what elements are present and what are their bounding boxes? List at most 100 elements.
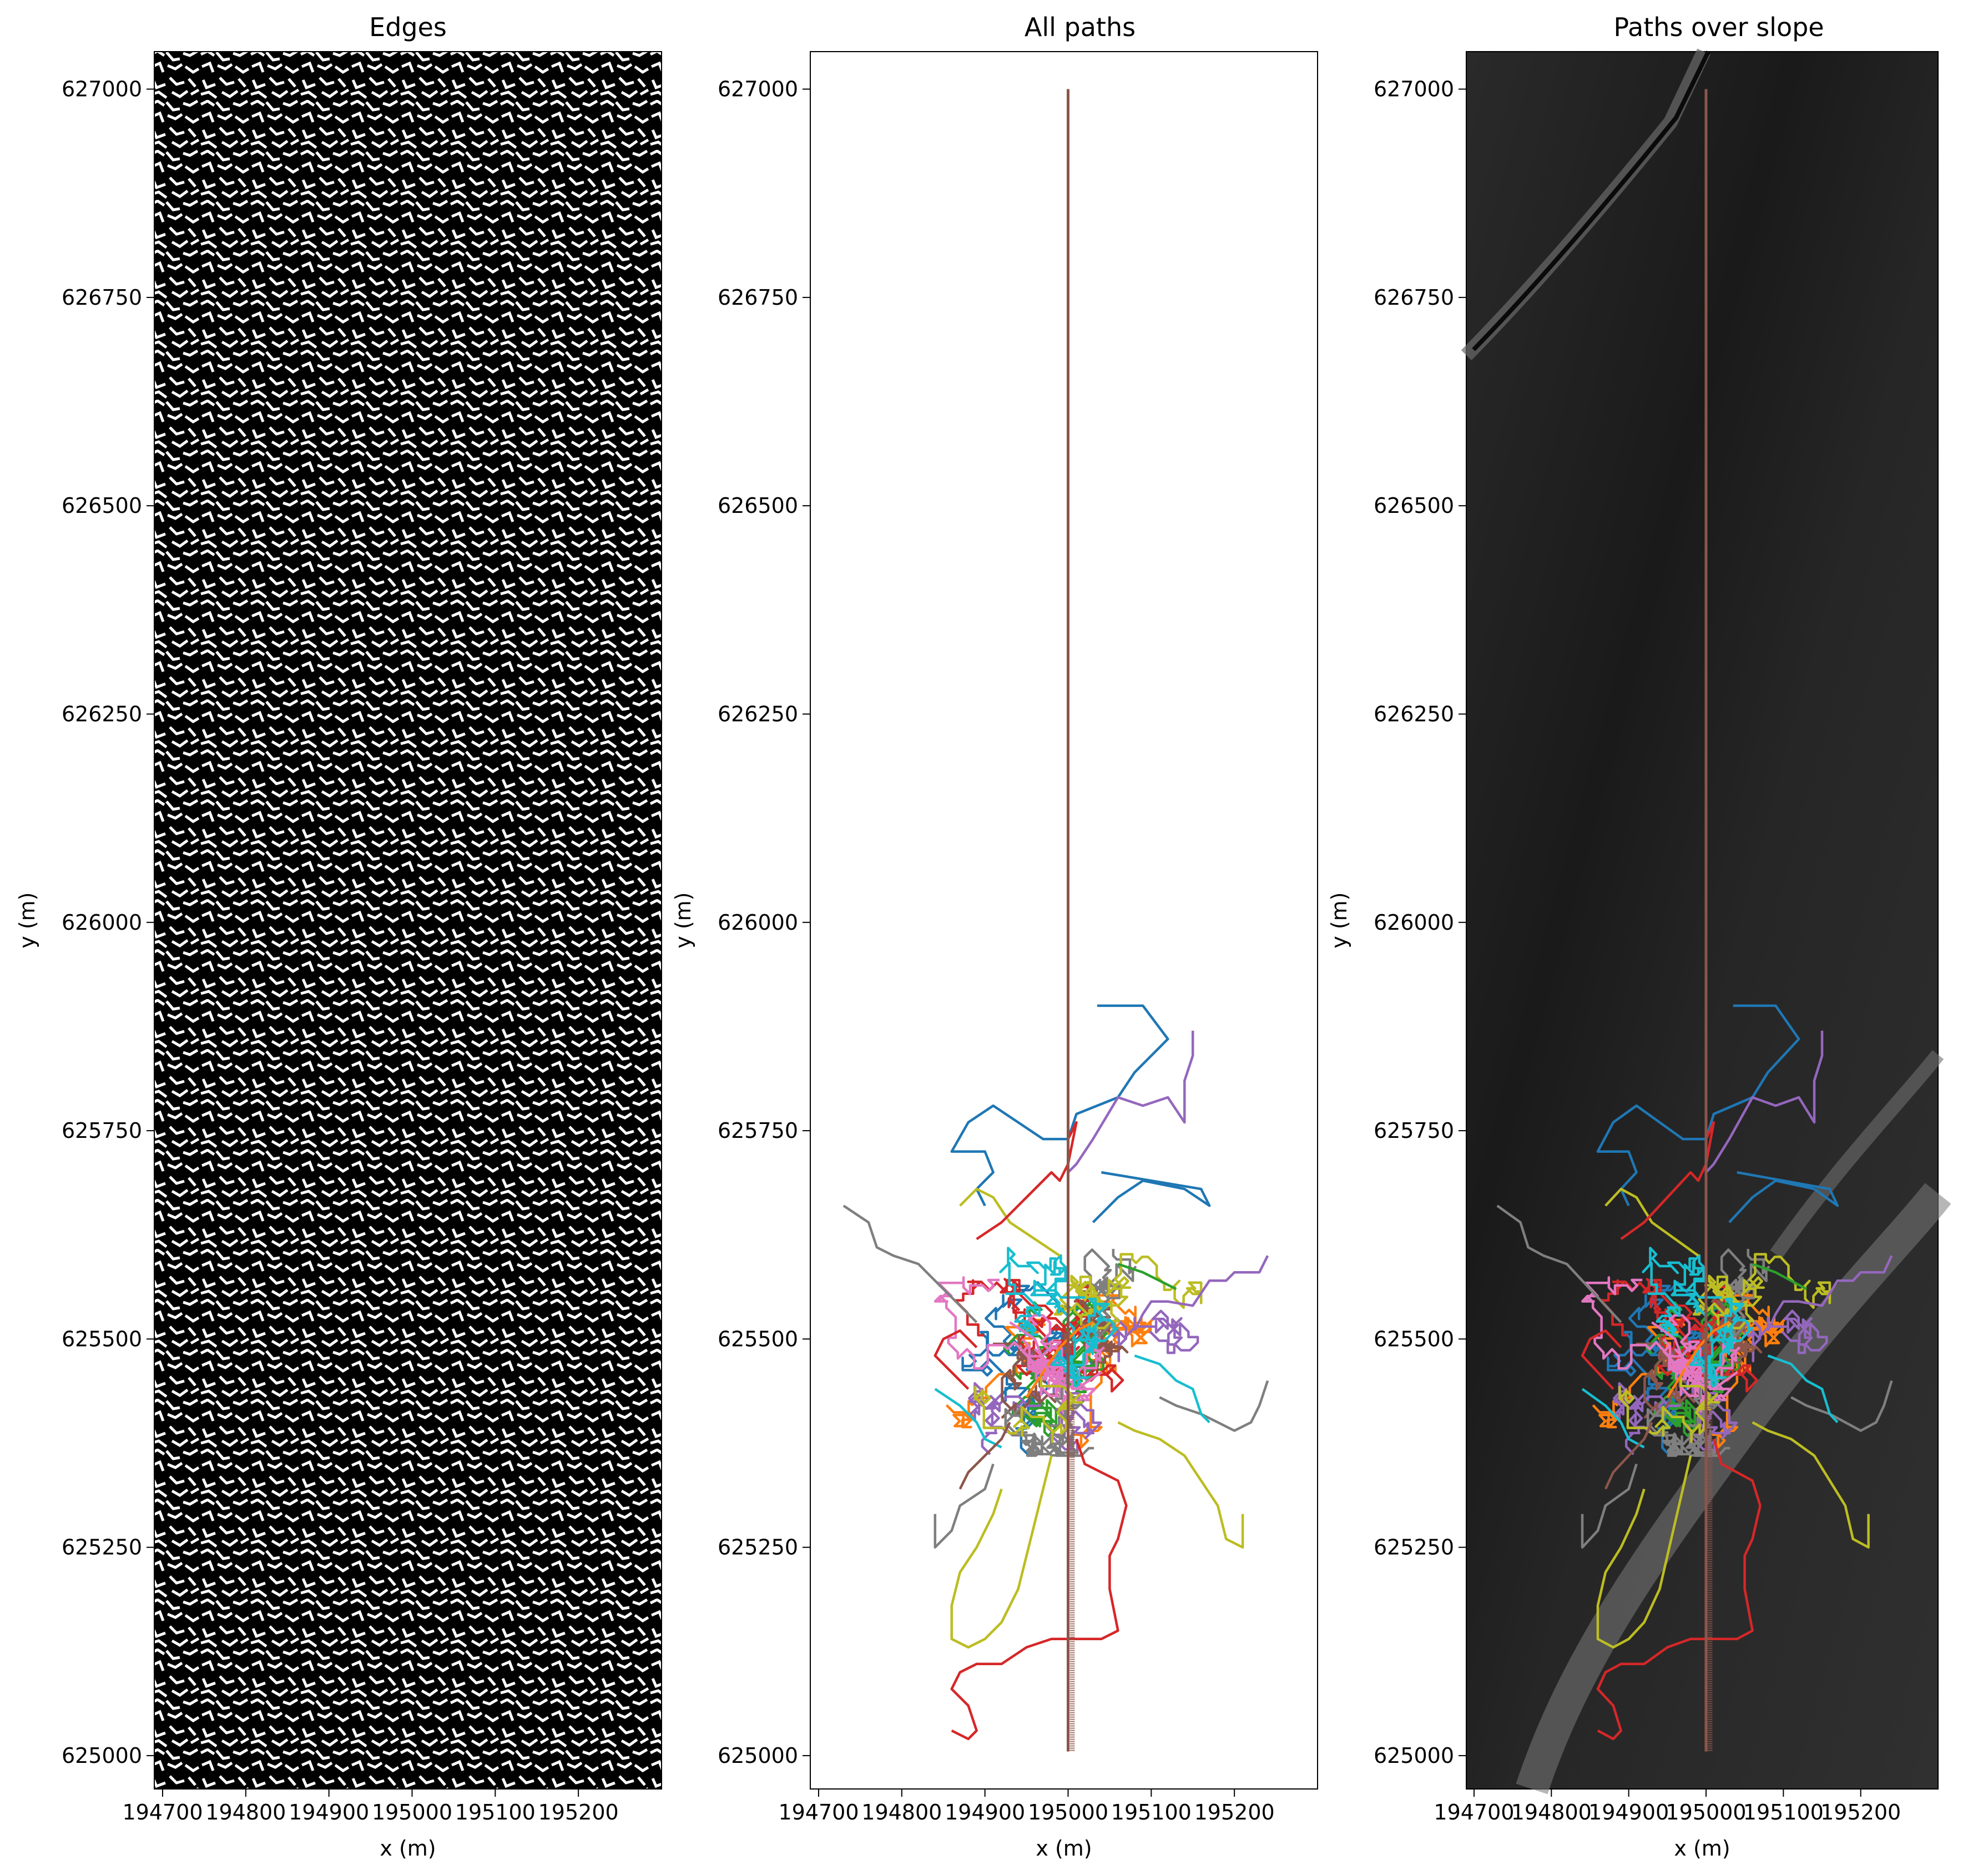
path-line <box>1581 1463 1638 1549</box>
path-line <box>1767 1255 1893 1332</box>
path-cluster-line <box>1689 1303 1742 1390</box>
xticks-all-paths: 194700 194800 194900 195000 195100 195200 <box>778 1789 1275 1824</box>
path-cluster-line <box>1003 1333 1058 1438</box>
xtick-label: 194900 <box>289 1800 369 1824</box>
path-line <box>1117 1421 1244 1549</box>
path-line <box>1134 1354 1210 1424</box>
ylabel-all-paths: y (m) <box>671 892 695 948</box>
path-line <box>1604 1187 1699 1257</box>
xtick-label: 194800 <box>205 1800 286 1824</box>
path-line <box>1581 1388 1645 1449</box>
plot-area-all-paths <box>810 51 1318 1790</box>
path-line <box>1159 1380 1269 1432</box>
xtick-label: 195100 <box>1111 1800 1192 1824</box>
ytick-label: 625000 <box>1374 1743 1454 1768</box>
ytick-label: 625000 <box>62 1743 142 1768</box>
slope-band-upper-right <box>1770 1050 1944 1259</box>
ytick-label: 625500 <box>718 1327 798 1351</box>
ytick-label: 626250 <box>718 702 798 726</box>
path-line <box>1604 1422 1653 1490</box>
path-cluster-line <box>1089 1309 1199 1363</box>
xtick-label: 195100 <box>455 1800 536 1824</box>
yticks-paths-over-slope: 625000 625250 625500 625750 626000 626250 6265… <box>1374 77 1466 1768</box>
path-line <box>842 1204 978 1323</box>
path-line <box>934 1329 978 1390</box>
ytick-label: 626000 <box>62 910 142 935</box>
path-line <box>1705 1030 1824 1173</box>
ytick-label: 626250 <box>1374 702 1454 726</box>
path-cluster-line <box>1607 1294 1669 1402</box>
path-line <box>1009 1321 1102 1390</box>
ytick-label: 625250 <box>1374 1535 1454 1560</box>
xtick-label: 194700 <box>1434 1800 1514 1824</box>
ytick-label: 626250 <box>62 702 142 726</box>
ylabel-edges: y (m) <box>15 892 39 948</box>
path-line <box>1728 1171 1839 1223</box>
ytick-label: 625750 <box>1374 1118 1454 1143</box>
yticks-all-paths: 625000 625250 625500 625750 626000 626250 6265… <box>718 77 810 1768</box>
ytick-label: 626750 <box>1374 285 1454 310</box>
panel-all-paths: All paths 625000 625250 625500 625750 626000… <box>671 12 1318 1861</box>
xtick-label: 195000 <box>1028 1800 1108 1824</box>
path-line <box>1596 1438 1762 1741</box>
slope-band-lower <box>1516 1183 1951 1795</box>
xlabel-edges: x (m) <box>380 1836 436 1861</box>
path-line <box>1092 1171 1211 1223</box>
xtick-label: 194900 <box>945 1800 1025 1824</box>
ytick-label: 625500 <box>1374 1327 1454 1351</box>
path-line <box>976 1121 1078 1241</box>
path-line <box>1596 1455 1692 1649</box>
xtick-label: 195100 <box>1743 1800 1824 1824</box>
path-line <box>950 1004 1169 1207</box>
ytick-label: 625250 <box>718 1535 798 1560</box>
xtick-label: 194800 <box>1511 1800 1592 1824</box>
xtick-label: 194800 <box>861 1800 942 1824</box>
paths-over-slope <box>1496 89 1893 1752</box>
ytick-label: 625250 <box>62 1535 142 1560</box>
path-line <box>959 1187 1061 1257</box>
panel-edges: Edges 625000 625250 625500 625750 626000 6262… <box>15 12 662 1861</box>
path-line <box>1651 1321 1738 1390</box>
path-line <box>1790 1380 1893 1432</box>
ytick-label: 627000 <box>62 77 142 102</box>
xtick-label: 195200 <box>1194 1800 1275 1824</box>
path-cluster-line <box>1673 1333 1740 1402</box>
xlabel-all-paths: x (m) <box>1036 1836 1092 1861</box>
ytick-label: 626750 <box>718 285 798 310</box>
path-line <box>1767 1354 1839 1424</box>
xlabel-paths-over-slope: x (m) <box>1674 1836 1730 1861</box>
path-cluster-line <box>934 1276 1049 1377</box>
xtick-label: 195000 <box>1666 1800 1746 1824</box>
path-line <box>1666 1321 1730 1398</box>
ytick-label: 626000 <box>718 910 798 935</box>
paths-all-paths <box>842 89 1269 1752</box>
edges-image <box>154 51 662 1790</box>
path-cluster-line <box>1725 1309 1828 1363</box>
ytick-label: 626500 <box>62 493 142 518</box>
ylabel-paths-over-slope: y (m) <box>1327 892 1351 948</box>
ytick-label: 626500 <box>718 493 798 518</box>
ytick-label: 626000 <box>1374 910 1454 935</box>
panel-title-paths-over-slope: Paths over slope <box>1613 12 1824 42</box>
xtick-label: 194700 <box>122 1800 203 1824</box>
panel-paths-over-slope: Paths over slope 625000 625250 625500 62575… <box>1327 12 1951 1861</box>
ytick-label: 625000 <box>718 1743 798 1768</box>
path-line <box>1620 1121 1715 1241</box>
path-cluster-line <box>1581 1276 1688 1377</box>
ytick-label: 627000 <box>718 77 798 102</box>
ytick-label: 626500 <box>1374 493 1454 518</box>
path-cluster-line <box>1701 1321 1763 1364</box>
path-cluster-line <box>973 1375 1083 1443</box>
path-line <box>1067 1030 1194 1173</box>
path-line <box>950 1455 1053 1649</box>
path-cluster-line <box>961 1294 1029 1402</box>
path-line <box>958 1422 1011 1490</box>
ytick-label: 626750 <box>62 285 142 310</box>
panel-title-edges: Edges <box>369 12 447 42</box>
path-line <box>934 1388 1002 1449</box>
path-line <box>934 1463 995 1549</box>
path-line <box>1133 1255 1269 1332</box>
path-line <box>1752 1263 1808 1291</box>
